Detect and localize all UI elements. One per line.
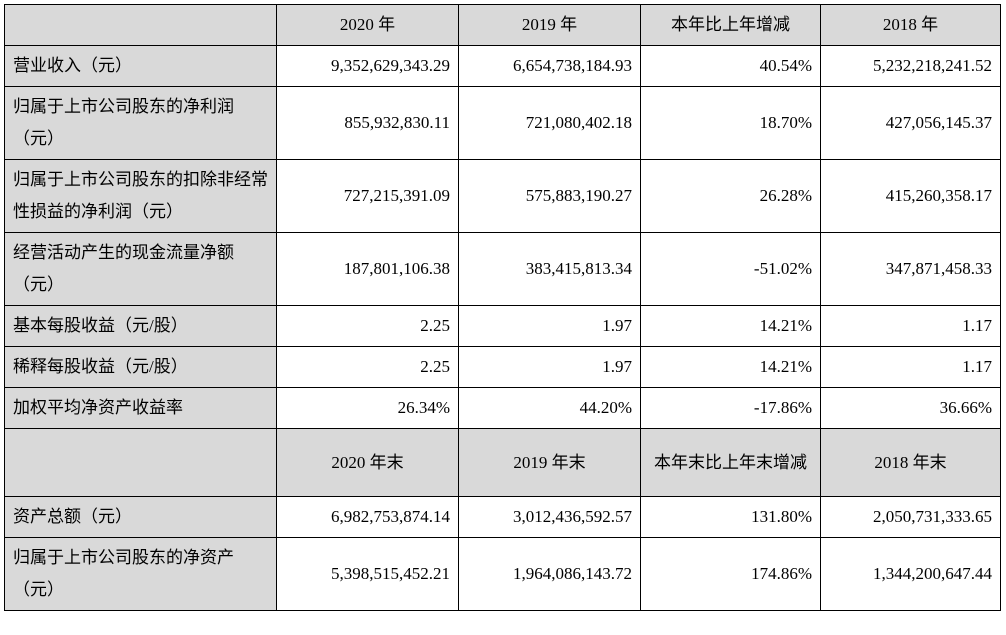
value-cell: 44.20%: [458, 387, 641, 429]
financial-table: 2020 年 2019 年本年比上年增减 2018 年营业收入（元） 9,352,62…: [4, 4, 1001, 611]
row-label: 营业收入（元）: [4, 45, 277, 87]
data-row: 基本每股收益（元/股） 2.25 1.97 14.21% 1.17: [4, 305, 1001, 347]
data-row: 加权平均净资产收益率 26.34% 44.20% -17.86% 36.66%: [4, 387, 1001, 429]
data-row: 经营活动产生的现金流量净额（元） 187,801,106.38 383,415,81…: [4, 232, 1001, 306]
header-cell: 2020 年末: [276, 428, 459, 497]
value-cell: 6,654,738,184.93: [458, 45, 641, 87]
value-cell: 721,080,402.18: [458, 86, 641, 160]
row-label: 归属于上市公司股东的扣除非经常性损益的净利润（元）: [4, 159, 277, 233]
value-cell: 5,232,218,241.52: [820, 45, 1001, 87]
row-label: 归属于上市公司股东的净资产（元）: [4, 537, 277, 611]
data-row: 归属于上市公司股东的扣除非经常性损益的净利润（元） 727,215,391.09 5…: [4, 159, 1001, 233]
value-cell: 36.66%: [820, 387, 1001, 429]
value-cell: 2.25: [276, 305, 459, 347]
header-cell: [4, 428, 277, 497]
value-cell: 5,398,515,452.21: [276, 537, 459, 611]
value-cell: -17.86%: [640, 387, 821, 429]
value-cell: 855,932,830.11: [276, 86, 459, 160]
header-row: 2020 年 2019 年本年比上年增减 2018 年: [4, 4, 1001, 46]
value-cell: -51.02%: [640, 232, 821, 306]
value-cell: 18.70%: [640, 86, 821, 160]
value-cell: 26.28%: [640, 159, 821, 233]
data-row: 归属于上市公司股东的净利润（元） 855,932,830.11 721,080,40…: [4, 86, 1001, 160]
header-row: 2020 年末 2019 年末 本年末比上年末增减 2018 年末: [4, 428, 1001, 497]
row-label: 加权平均净资产收益率: [4, 387, 277, 429]
header-cell: 2020 年: [276, 4, 459, 46]
value-cell: 174.86%: [640, 537, 821, 611]
value-cell: 1.17: [820, 305, 1001, 347]
value-cell: 14.21%: [640, 346, 821, 388]
row-label: 稀释每股收益（元/股）: [4, 346, 277, 388]
header-cell: 2019 年: [458, 4, 641, 46]
value-cell: 347,871,458.33: [820, 232, 1001, 306]
value-cell: 187,801,106.38: [276, 232, 459, 306]
row-label: 经营活动产生的现金流量净额（元）: [4, 232, 277, 306]
value-cell: 1.17: [820, 346, 1001, 388]
value-cell: 40.54%: [640, 45, 821, 87]
data-row: 稀释每股收益（元/股） 2.25 1.97 14.21% 1.17: [4, 346, 1001, 388]
value-cell: 1,344,200,647.44: [820, 537, 1001, 611]
header-cell: 2018 年: [820, 4, 1001, 46]
value-cell: 1,964,086,143.72: [458, 537, 641, 611]
value-cell: 727,215,391.09: [276, 159, 459, 233]
header-cell: [4, 4, 277, 46]
value-cell: 1.97: [458, 346, 641, 388]
row-label: 基本每股收益（元/股）: [4, 305, 277, 347]
value-cell: 131.80%: [640, 496, 821, 538]
header-cell: 本年末比上年末增减: [640, 428, 821, 497]
value-cell: 2.25: [276, 346, 459, 388]
value-cell: 1.97: [458, 305, 641, 347]
value-cell: 415,260,358.17: [820, 159, 1001, 233]
row-label: 资产总额（元）: [4, 496, 277, 538]
data-row: 资产总额（元） 6,982,753,874.14 3,012,436,592.57 1…: [4, 496, 1001, 538]
value-cell: 3,012,436,592.57: [458, 496, 641, 538]
header-cell: 2019 年末: [458, 428, 641, 497]
value-cell: 427,056,145.37: [820, 86, 1001, 160]
header-cell: 本年比上年增减: [640, 4, 821, 46]
value-cell: 383,415,813.34: [458, 232, 641, 306]
value-cell: 575,883,190.27: [458, 159, 641, 233]
value-cell: 2,050,731,333.65: [820, 496, 1001, 538]
header-cell: 2018 年末: [820, 428, 1001, 497]
data-row: 归属于上市公司股东的净资产（元） 5,398,515,452.21 1,964,08…: [4, 537, 1001, 611]
row-label: 归属于上市公司股东的净利润（元）: [4, 86, 277, 160]
value-cell: 26.34%: [276, 387, 459, 429]
value-cell: 6,982,753,874.14: [276, 496, 459, 538]
data-row: 营业收入（元） 9,352,629,343.29 6,654,738,184.93 4…: [4, 45, 1001, 87]
value-cell: 9,352,629,343.29: [276, 45, 459, 87]
value-cell: 14.21%: [640, 305, 821, 347]
